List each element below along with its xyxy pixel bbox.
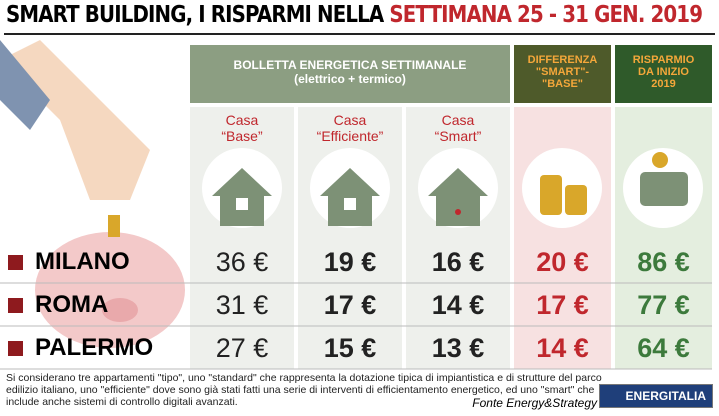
- cell-value: 20 €: [536, 247, 589, 277]
- column-line2: “Smart”: [434, 128, 482, 144]
- title-highlight: SETTIMANA 25 - 31 GEN. 2019: [389, 2, 703, 28]
- cell-value: 36 €: [215, 247, 269, 277]
- cell-value: 14 €: [536, 333, 589, 363]
- column-line1: Casa: [333, 112, 367, 128]
- difference-header: DIFFERENZA "SMART"-"BASE": [527, 54, 598, 90]
- column-line2: “Base”: [221, 128, 263, 144]
- cell-value: 19 €: [323, 247, 377, 277]
- cell-value: 27 €: [215, 333, 269, 363]
- logo: ENERGITALIA: [598, 384, 713, 408]
- cell-value: 64 €: [637, 333, 690, 363]
- column-line1: Casa: [441, 112, 475, 128]
- cell-value: 77 €: [637, 290, 690, 320]
- cell-value: 15 €: [323, 333, 377, 363]
- column-line1: Casa: [225, 112, 259, 128]
- note: Si considerano tre appartamenti "tipo", …: [6, 372, 602, 408]
- savings-header: RISPARMIO DA INIZIO 2019: [632, 54, 695, 90]
- cell-value: 17 €: [323, 290, 377, 320]
- group-title: BOLLETTA ENERGETICA SETTIMANALE: [233, 58, 467, 72]
- cell-value: 17 €: [536, 290, 589, 320]
- cell-value: 16 €: [431, 247, 485, 277]
- row-label: MILANO: [8, 242, 130, 282]
- group-header: BOLLETTA ENERGETICA SETTIMANALE (elettric…: [190, 58, 510, 86]
- cell-value: 86 €: [637, 247, 690, 277]
- column-line2: “Efficiente”: [316, 128, 384, 144]
- row-label: ROMA: [8, 285, 108, 325]
- title-prefix: SMART BUILDING, I RISPARMI NELLA: [6, 2, 384, 28]
- cell-value: 13 €: [431, 333, 485, 363]
- title: SMART BUILDING, I RISPARMI NELLA SETTIMA…: [6, 2, 703, 28]
- group-subtitle: (elettrico + termico): [294, 72, 406, 86]
- cell-value: 31 €: [215, 290, 269, 320]
- row-label: PALERMO: [8, 328, 153, 368]
- source: Fonte Energy&Strategy: [472, 396, 597, 410]
- cell-value: 14 €: [431, 290, 485, 320]
